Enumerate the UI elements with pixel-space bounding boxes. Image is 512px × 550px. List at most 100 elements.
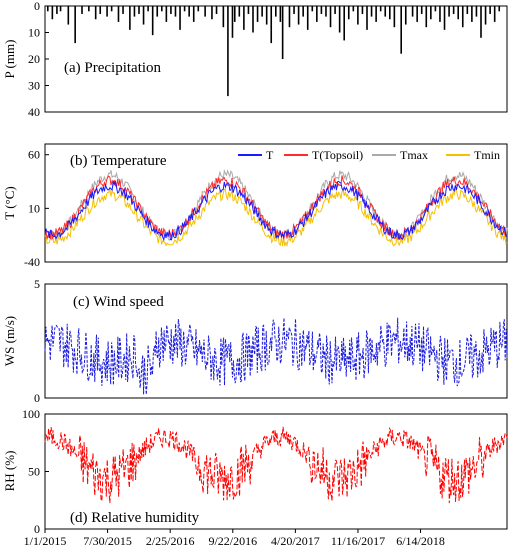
precipitation-bar [279,6,282,22]
precipitation-bar [357,6,359,25]
precipitation-bar [165,6,168,22]
precipitation-ylabel: P (mm) [2,40,17,79]
precipitation-bar [439,6,441,22]
y-tick-label: 0 [34,522,40,536]
x-tick-label: 2/25/2016 [146,534,195,548]
precipitation-bar [247,6,250,14]
precipitation-bar [347,6,350,20]
precipitation-bar [110,6,113,12]
precipitation-bar [389,6,391,20]
wind-title: (c) Wind speed [73,294,164,310]
precipitation-bar [151,6,154,36]
precipitation-bar [161,6,163,12]
precipitation-bar [475,6,478,17]
temperature-title: (b) Temperature [70,153,167,169]
precipitation-bar [238,6,241,17]
precipitation-bar [142,6,145,25]
temperature-ylabel: T (°C) [2,186,17,219]
precipitation-bar [59,6,62,12]
precipitation-bar [170,6,172,14]
precipitation-bar [370,6,373,17]
precipitation-bar [393,6,396,28]
precipitation-bar [400,6,402,54]
precipitation-bar [489,6,491,14]
temperature-lines [44,169,508,248]
precipitation-bar [122,6,124,14]
precipitation-bar [416,6,418,22]
precipitation-bar [404,6,407,25]
legend-label-tmax: Tmax [400,148,428,162]
precipitation-bar [334,6,336,14]
temperature-frame [44,143,508,263]
precipitation-bar [366,6,368,30]
precipitation-bar [329,6,332,28]
precipitation-bar [297,6,300,25]
precipitation-bar [117,6,120,22]
precipitation-bar [243,6,245,30]
precipitation-bar [425,6,428,28]
precipitation-bar [361,6,364,14]
precipitation-bar [493,6,496,22]
precipitation-bar [452,6,455,14]
temperature-y-ticks: -40 10 60 [24,148,49,269]
precipitation-bar [466,6,469,14]
rh-lines [44,426,508,504]
legend-label-topsoil: T(Topsoil) [312,148,363,162]
precipitation-frame [44,5,508,113]
x-tick-label: 11/16/2017 [331,534,385,548]
rh-title: (d) Relative humidity [70,510,200,526]
precipitation-bar [156,6,159,17]
precipitation-bar [430,6,432,20]
y-tick-label: 50 [28,465,40,479]
temperature-legend: T T(Topsoil) Tmax Tmin [238,148,500,162]
precipitation-bar [411,6,414,17]
precipitation-bar [311,6,314,12]
precipitation-bar [51,6,54,20]
rh-series-line [44,426,508,504]
y-tick-label: 0 [34,0,40,13]
precipitation-bar [484,6,487,25]
precipitation-bar [265,6,268,25]
precipitation-bar [129,6,131,30]
precipitation-bar [461,6,464,28]
wind-lines [44,317,508,395]
precipitation-bar [192,6,195,22]
legend-label-tmin: Tmin [474,148,500,162]
precipitation-bar [316,6,318,22]
y-tick-label: 40 [28,105,40,119]
precipitation-bar [293,6,295,14]
wind-ylabel: WS (m/s) [2,316,17,366]
precipitation-bar [47,6,49,12]
precipitation-bar [343,6,345,41]
y-tick-label: -40 [24,255,40,269]
precipitation-bar [215,6,218,14]
precipitation-bar [256,6,259,22]
precipitation-bar [375,6,377,22]
panel-precipitation: 0 10 20 30 40 P (mm) (a) Precipitation [2,0,508,119]
precipitation-bar [204,6,206,17]
precipitation-bar [443,6,446,30]
precipitation-bar [379,6,382,12]
x-tick-label: 1/1/2015 [24,534,67,548]
precipitation-bar [179,6,181,30]
precipitation-bar [288,6,291,28]
x-axis-ticks: 1/1/2015 7/30/2015 2/25/2016 9/22/2016 4/20/… [24,529,445,548]
precipitation-bar [106,6,108,17]
temperature-series-line [44,187,508,248]
legend-label-t: T [266,148,274,162]
precipitation-bar [94,6,97,20]
rh-y-ticks: 0 50 100 [22,407,49,536]
y-tick-label: 10 [28,26,40,40]
precipitation-bar [211,6,213,20]
precipitation-bar [306,6,309,30]
precipitation-title: (a) Precipitation [64,60,162,76]
rh-ylabel: RH (%) [2,451,17,492]
y-tick-label: 20 [28,52,40,66]
precipitation-bar [183,6,186,12]
x-tick-label: 7/30/2015 [83,534,132,548]
precipitation-bar [138,6,140,14]
x-tick-label: 9/22/2016 [208,534,257,548]
precipitation-bar [74,6,76,44]
precipitation-bar [281,6,284,59]
precipitation-bar [133,6,136,17]
